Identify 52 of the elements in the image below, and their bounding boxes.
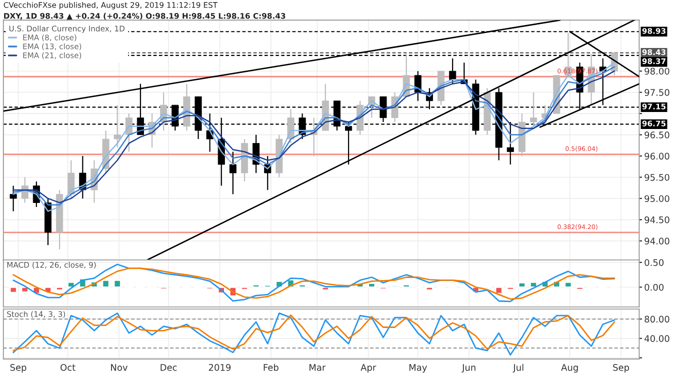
- bar: [494, 286, 503, 294]
- bar: [425, 286, 434, 291]
- x-tick-label: Sep: [613, 364, 630, 373]
- y-tick-label: 80.00: [644, 316, 670, 323]
- y-tick-label: 94.00: [644, 238, 670, 244]
- candlestick: [506, 121, 514, 166]
- bar: [9, 286, 18, 294]
- y-tick-label: 40.00: [644, 335, 670, 342]
- x-tick-label: Jul: [512, 364, 524, 373]
- candlestick: [530, 92, 538, 127]
- x-tick-label: Sep: [10, 364, 26, 373]
- x-tick-label: Mar: [310, 364, 326, 371]
- bar: [402, 284, 410, 288]
- bar: [506, 286, 514, 290]
- y-tick-label: 96.50: [644, 132, 670, 138]
- y-tick-label: 94.50: [644, 216, 670, 224]
- bar: [576, 286, 584, 290]
- candlestick: [449, 58, 456, 84]
- x-tick-label: Apr: [360, 364, 376, 373]
- candlestick: [345, 121, 352, 166]
- y-tick-label: 95.00: [644, 195, 670, 202]
- x-tick-label: Aug: [561, 364, 578, 373]
- bar: [321, 286, 330, 291]
- candlestick: [68, 160, 75, 200]
- y-tick-label: 96.00: [644, 152, 670, 160]
- bar: [518, 282, 526, 288]
- x-tick-label: Oct: [60, 364, 76, 371]
- candlestick: [114, 104, 121, 148]
- x-tick-label: Feb: [264, 364, 278, 371]
- bar: [564, 282, 572, 288]
- bar: [240, 286, 249, 290]
- y-tick-label: 0.00: [644, 284, 664, 291]
- bar: [368, 282, 376, 288]
- x-tick-label: Dec: [160, 364, 177, 371]
- y-tick-label: 0.50: [644, 259, 664, 266]
- bar: [20, 286, 29, 293]
- y-tick-label: 98.00: [644, 68, 670, 75]
- bar: [102, 280, 110, 288]
- bar: [298, 284, 306, 288]
- bar: [252, 284, 260, 288]
- candlestick: [229, 151, 236, 195]
- x-tick-label: Nov: [111, 364, 128, 371]
- x-tick-label: 2019: [208, 364, 231, 371]
- bar: [113, 280, 122, 288]
- x-tick-label: May: [409, 364, 427, 373]
- x-tick-label: Jun: [462, 364, 476, 373]
- bar: [530, 282, 538, 288]
- bar: [67, 282, 76, 288]
- bar: [56, 286, 64, 291]
- y-tick-label: 97.50: [644, 89, 670, 96]
- y-tick-label: 95.50: [644, 174, 670, 181]
- candlestick: [10, 185, 17, 212]
